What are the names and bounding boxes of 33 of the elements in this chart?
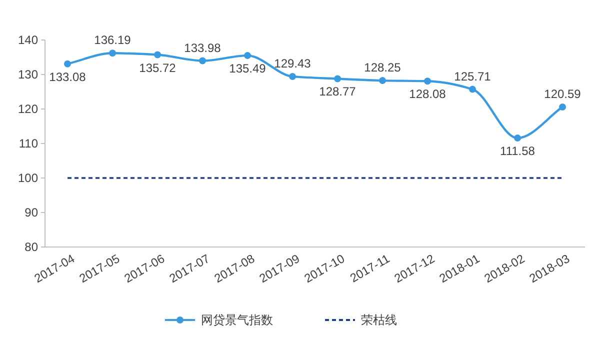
data-label: 111.58 bbox=[500, 144, 536, 158]
y-tick-label: 130 bbox=[18, 68, 38, 82]
data-label: 120.59 bbox=[544, 86, 582, 101]
data-label: 135.72 bbox=[139, 60, 176, 75]
point bbox=[109, 50, 116, 57]
y-tick-label: 90 bbox=[24, 206, 38, 220]
y-tick-label: 100 bbox=[18, 171, 38, 185]
point bbox=[469, 86, 476, 93]
point bbox=[559, 103, 566, 110]
point bbox=[514, 134, 521, 142]
data-label: 133.98 bbox=[184, 40, 222, 55]
data-label: 128.08 bbox=[409, 87, 446, 102]
point bbox=[289, 72, 296, 80]
point bbox=[154, 51, 161, 58]
data-label: 129.43 bbox=[274, 56, 312, 70]
y-tick-label: 110 bbox=[18, 136, 38, 150]
y-tick-label: 140 bbox=[18, 33, 38, 47]
legend-label: 荣枯线 bbox=[361, 313, 397, 327]
data-label: 133.08 bbox=[49, 70, 86, 84]
y-tick-label: 80 bbox=[24, 240, 38, 254]
point bbox=[64, 60, 71, 68]
data-label: 128.77 bbox=[319, 84, 356, 99]
data-label: 128.25 bbox=[364, 60, 402, 75]
point bbox=[424, 78, 431, 85]
point bbox=[244, 52, 251, 60]
point bbox=[379, 77, 386, 84]
legend-label: 网贷景气指数 bbox=[201, 313, 273, 327]
data-label: 135.49 bbox=[229, 62, 266, 76]
data-label: 125.71 bbox=[454, 69, 492, 84]
point bbox=[199, 57, 206, 64]
y-tick-label: 120 bbox=[18, 102, 38, 116]
data-label: 136.19 bbox=[94, 33, 132, 48]
point bbox=[334, 75, 341, 82]
